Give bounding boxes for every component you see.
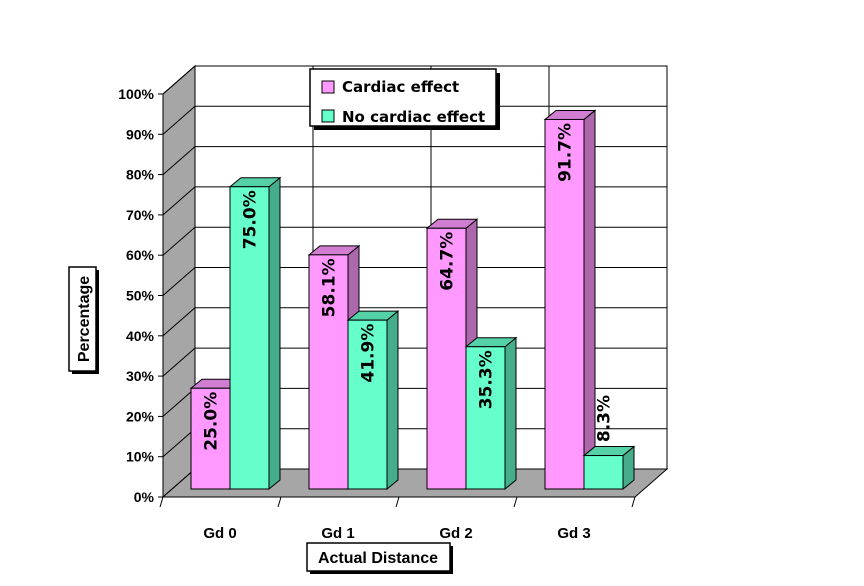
legend-label-cardiac: Cardiac effect	[342, 78, 459, 96]
gridline-side	[162, 65, 196, 95]
y-tick-label: 0%	[134, 489, 155, 505]
x-tick-mark	[277, 496, 282, 508]
y-tick-label: 60%	[126, 247, 155, 263]
bars: 25.0% 75.0% 58.1% 41.9% 64.7% 35.3% 91.7% 8.3%	[189, 109, 636, 491]
x-tick-mark	[159, 496, 164, 508]
x-category-label: Gd 3	[557, 525, 590, 542]
data-label: 8.3%	[595, 395, 615, 442]
bar	[464, 336, 518, 491]
gridline-side	[162, 226, 196, 256]
legend-label-no-cardiac: No cardiac effect	[342, 108, 485, 126]
y-tick-labels: 0% 10% 20% 30% 40% 50% 60% 70% 80% 90% 100%	[118, 86, 154, 505]
gridline-side	[162, 428, 196, 458]
x-category-labels: Gd 0 Gd 1 Gd 2 Gd 3	[203, 525, 590, 542]
data-label: 35.3%	[477, 350, 497, 409]
bar	[228, 176, 282, 491]
legend: Cardiac effect No cardiac effect	[309, 68, 500, 130]
gridline-side	[162, 347, 196, 377]
gridline-side	[162, 186, 196, 216]
gridline-side	[162, 105, 196, 135]
y-tick-label: 40%	[126, 328, 155, 344]
gridline-side	[162, 388, 196, 417]
x-tick-mark	[631, 496, 636, 508]
y-axis-title: Percentage	[76, 276, 93, 362]
data-label: 64.7%	[438, 232, 458, 291]
bar	[346, 310, 400, 491]
data-label: 75.0%	[241, 190, 261, 249]
x-category-label: Gd 0	[203, 525, 236, 542]
y-tick-label: 80%	[126, 167, 155, 183]
y-tick-label: 70%	[126, 207, 155, 223]
chart-floor	[159, 468, 669, 508]
x-axis-title-box: Actual Distance	[306, 542, 453, 574]
y-tick-label: 10%	[126, 449, 155, 465]
data-label: 91.7%	[556, 123, 576, 182]
gridline-side	[162, 146, 196, 175]
legend-swatch-cardiac	[321, 80, 335, 94]
x-tick-mark	[513, 496, 518, 508]
y-tick-label: 20%	[126, 408, 155, 424]
legend-swatch-no-cardiac	[321, 109, 335, 123]
bar	[543, 109, 597, 491]
x-axis-title: Actual Distance	[318, 550, 438, 567]
gridline-side	[162, 307, 196, 337]
data-label: 58.1%	[320, 258, 340, 317]
x-category-label: Gd 1	[321, 525, 354, 542]
y-tick-label: 30%	[126, 368, 155, 384]
y-axis-title-box: Percentage	[68, 266, 99, 374]
y-tick-label: 90%	[126, 126, 155, 142]
y-tick-label: 50%	[126, 288, 155, 304]
gridline-side	[162, 267, 196, 296]
bar	[582, 445, 636, 491]
x-category-label: Gd 2	[439, 525, 472, 542]
x-tick-mark	[395, 496, 400, 508]
y-tick-label: 100%	[118, 86, 154, 102]
data-label: 41.9%	[359, 324, 379, 383]
data-label: 25.0%	[202, 392, 222, 451]
